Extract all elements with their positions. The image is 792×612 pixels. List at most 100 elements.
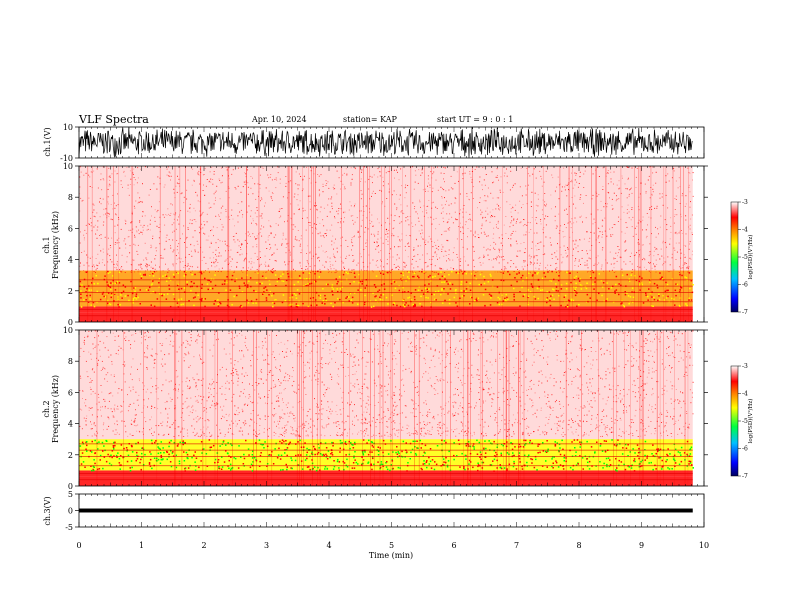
speckle-dot (205, 185, 207, 187)
speckle-dot (426, 423, 428, 425)
speckle-dot (319, 222, 321, 224)
speckle-dot (471, 296, 473, 299)
speckle-dot (219, 180, 221, 181)
speckle-dot (565, 371, 567, 373)
speckle-dot (679, 230, 681, 232)
speckle-dot (450, 203, 452, 205)
speckle-dot (434, 275, 436, 277)
speckle-dot (654, 268, 656, 270)
speckle-dot (405, 217, 407, 219)
speckle-dot (310, 282, 313, 285)
speckle-dot (317, 233, 319, 235)
speckle-dot (462, 397, 464, 399)
speckle-dot (442, 208, 444, 210)
speckle-dot (176, 191, 178, 193)
speckle-dot (508, 420, 510, 422)
speckle-dot (682, 271, 684, 273)
speckle-dot (603, 206, 605, 208)
speckle-dot (372, 225, 374, 227)
speckle-dot (268, 265, 270, 267)
speckle-dot (414, 181, 416, 183)
speckle-dot (550, 244, 552, 246)
speckle-dot (293, 370, 294, 372)
speckle-dot (472, 198, 474, 199)
speckle-dot (633, 255, 635, 256)
speckle-dot (571, 223, 573, 225)
speckle-dot (253, 262, 255, 264)
speckle-dot (491, 171, 493, 173)
speckle-dot (114, 267, 116, 268)
speckle-dot (600, 200, 602, 202)
speckle-dot (526, 394, 528, 396)
speckle-dot (556, 359, 558, 361)
speckle-dot (427, 190, 429, 192)
speckle-dot (378, 433, 380, 435)
speckle-dot (106, 336, 108, 338)
speckle-dot (432, 246, 434, 248)
speckle-dot (114, 202, 115, 204)
speckle-dot (424, 188, 426, 190)
speckle-dot (117, 265, 118, 267)
speckle-dot (302, 342, 304, 344)
speckle-dot (183, 266, 185, 268)
speckle-dot (173, 188, 175, 190)
speckle-dot (140, 231, 142, 233)
speckle-dot (448, 218, 450, 220)
speckle-dot (225, 216, 227, 218)
speckle-dot (680, 267, 682, 269)
speckle-dot (551, 258, 553, 259)
speckle-dot (255, 435, 257, 437)
speckle-dot (135, 226, 137, 228)
speckle-dot (684, 276, 686, 278)
speckle-dot (631, 287, 634, 289)
speckle-dot (659, 226, 661, 228)
speckle-dot (319, 294, 322, 297)
speckle-dot (161, 294, 163, 297)
speckle-dot (355, 371, 357, 373)
speckle-dot (268, 235, 270, 236)
speckle-dot (235, 232, 237, 234)
speckle-dot (572, 187, 574, 189)
speckle-dot (79, 375, 81, 377)
speckle-dot (378, 362, 380, 364)
speckle-dot (415, 353, 417, 355)
speckle-dot (663, 299, 665, 301)
speckle-dot (192, 168, 194, 170)
speckle-dot (285, 182, 287, 184)
speckle-dot (315, 253, 317, 255)
speckle-dot (134, 179, 136, 181)
speckle-dot (499, 271, 501, 273)
speckle-dot (322, 288, 324, 290)
speckle-dot (688, 297, 690, 299)
speckle-dot (456, 269, 458, 271)
speckle-dot (451, 429, 453, 431)
speckle-dot (598, 166, 600, 168)
speckle-dot (620, 256, 622, 258)
speckle-dot (675, 231, 677, 233)
speckle-dot (92, 343, 94, 345)
speckle-dot (482, 189, 483, 191)
speckle-dot (447, 381, 448, 383)
speckle-dot (455, 271, 458, 274)
speckle-dot (282, 434, 283, 436)
speckle-dot (452, 259, 454, 261)
speckle-dot (120, 180, 122, 182)
speckle-dot (568, 189, 570, 191)
speckle-dot (470, 230, 472, 232)
speckle-dot (511, 216, 513, 218)
speckle-dot (507, 429, 509, 431)
speckle-dot (692, 195, 694, 197)
speckle-dot (220, 207, 222, 209)
speckle-dot (546, 269, 548, 271)
speckle-dot (218, 214, 219, 216)
speckle-dot (100, 415, 102, 417)
speckle-dot (630, 432, 632, 434)
speckle-dot (377, 363, 379, 365)
speckle-dot (88, 289, 90, 291)
speckle-dot (519, 291, 521, 293)
speckle-dot (444, 181, 445, 183)
speckle-dot (601, 225, 603, 227)
speckle-dot (268, 370, 270, 372)
speckle-dot (100, 238, 102, 239)
speckle-dot (87, 271, 88, 273)
